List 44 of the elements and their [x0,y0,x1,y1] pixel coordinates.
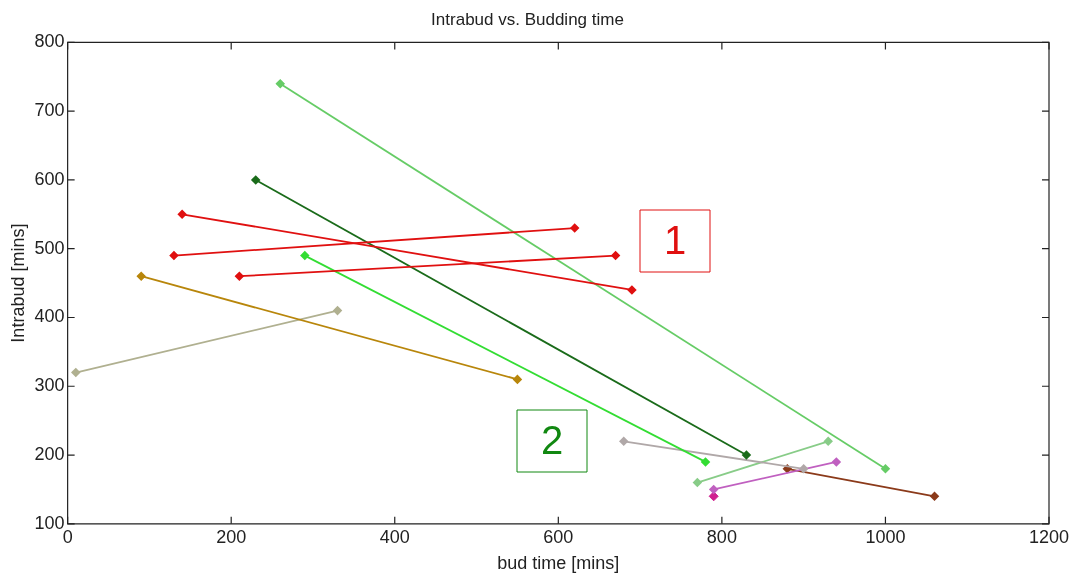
point [692,478,702,487]
y-tick-label: 500 [34,237,65,258]
annotation: 2 [540,418,564,463]
x-tick-label: 200 [216,526,247,547]
point [333,306,342,316]
point [177,209,187,219]
point [799,464,809,474]
point [823,436,833,446]
point [930,491,939,501]
point [169,251,179,260]
point [701,457,710,467]
point [251,175,261,185]
point [881,464,890,474]
point [234,271,244,281]
point [300,251,310,260]
x-tick-label: 1000 [865,526,906,547]
y-tick-label: 800 [34,31,65,52]
point [570,223,580,233]
point [708,491,719,502]
y-tick-label: 200 [34,444,65,464]
point [831,457,841,467]
x-tick-label: 400 [379,526,410,547]
x-tick-label: 800 [706,526,737,547]
y-tick-label: 300 [34,375,65,396]
point [71,368,81,377]
point [627,285,637,295]
point [742,450,751,460]
y-tick-label: 400 [34,306,65,327]
point [611,251,620,260]
chart-title: Intrabud vs. Budding time [431,9,624,29]
y-tick-label: 700 [34,100,65,121]
y-tick-label: 600 [34,168,65,189]
point [275,79,285,89]
annotation: 1 [663,218,687,263]
x-tick-label: 1200 [1028,526,1070,547]
y-axis-title: Intrabud [mins] [7,223,28,343]
x-axis-title: bud time [mins] [497,553,620,574]
point [619,436,629,446]
point [136,271,146,281]
x-tick-label: 600 [543,526,574,547]
point [513,374,522,384]
x-tick-label: 0 [62,526,73,547]
point [709,485,719,494]
y-tick-label: 100 [34,512,65,533]
